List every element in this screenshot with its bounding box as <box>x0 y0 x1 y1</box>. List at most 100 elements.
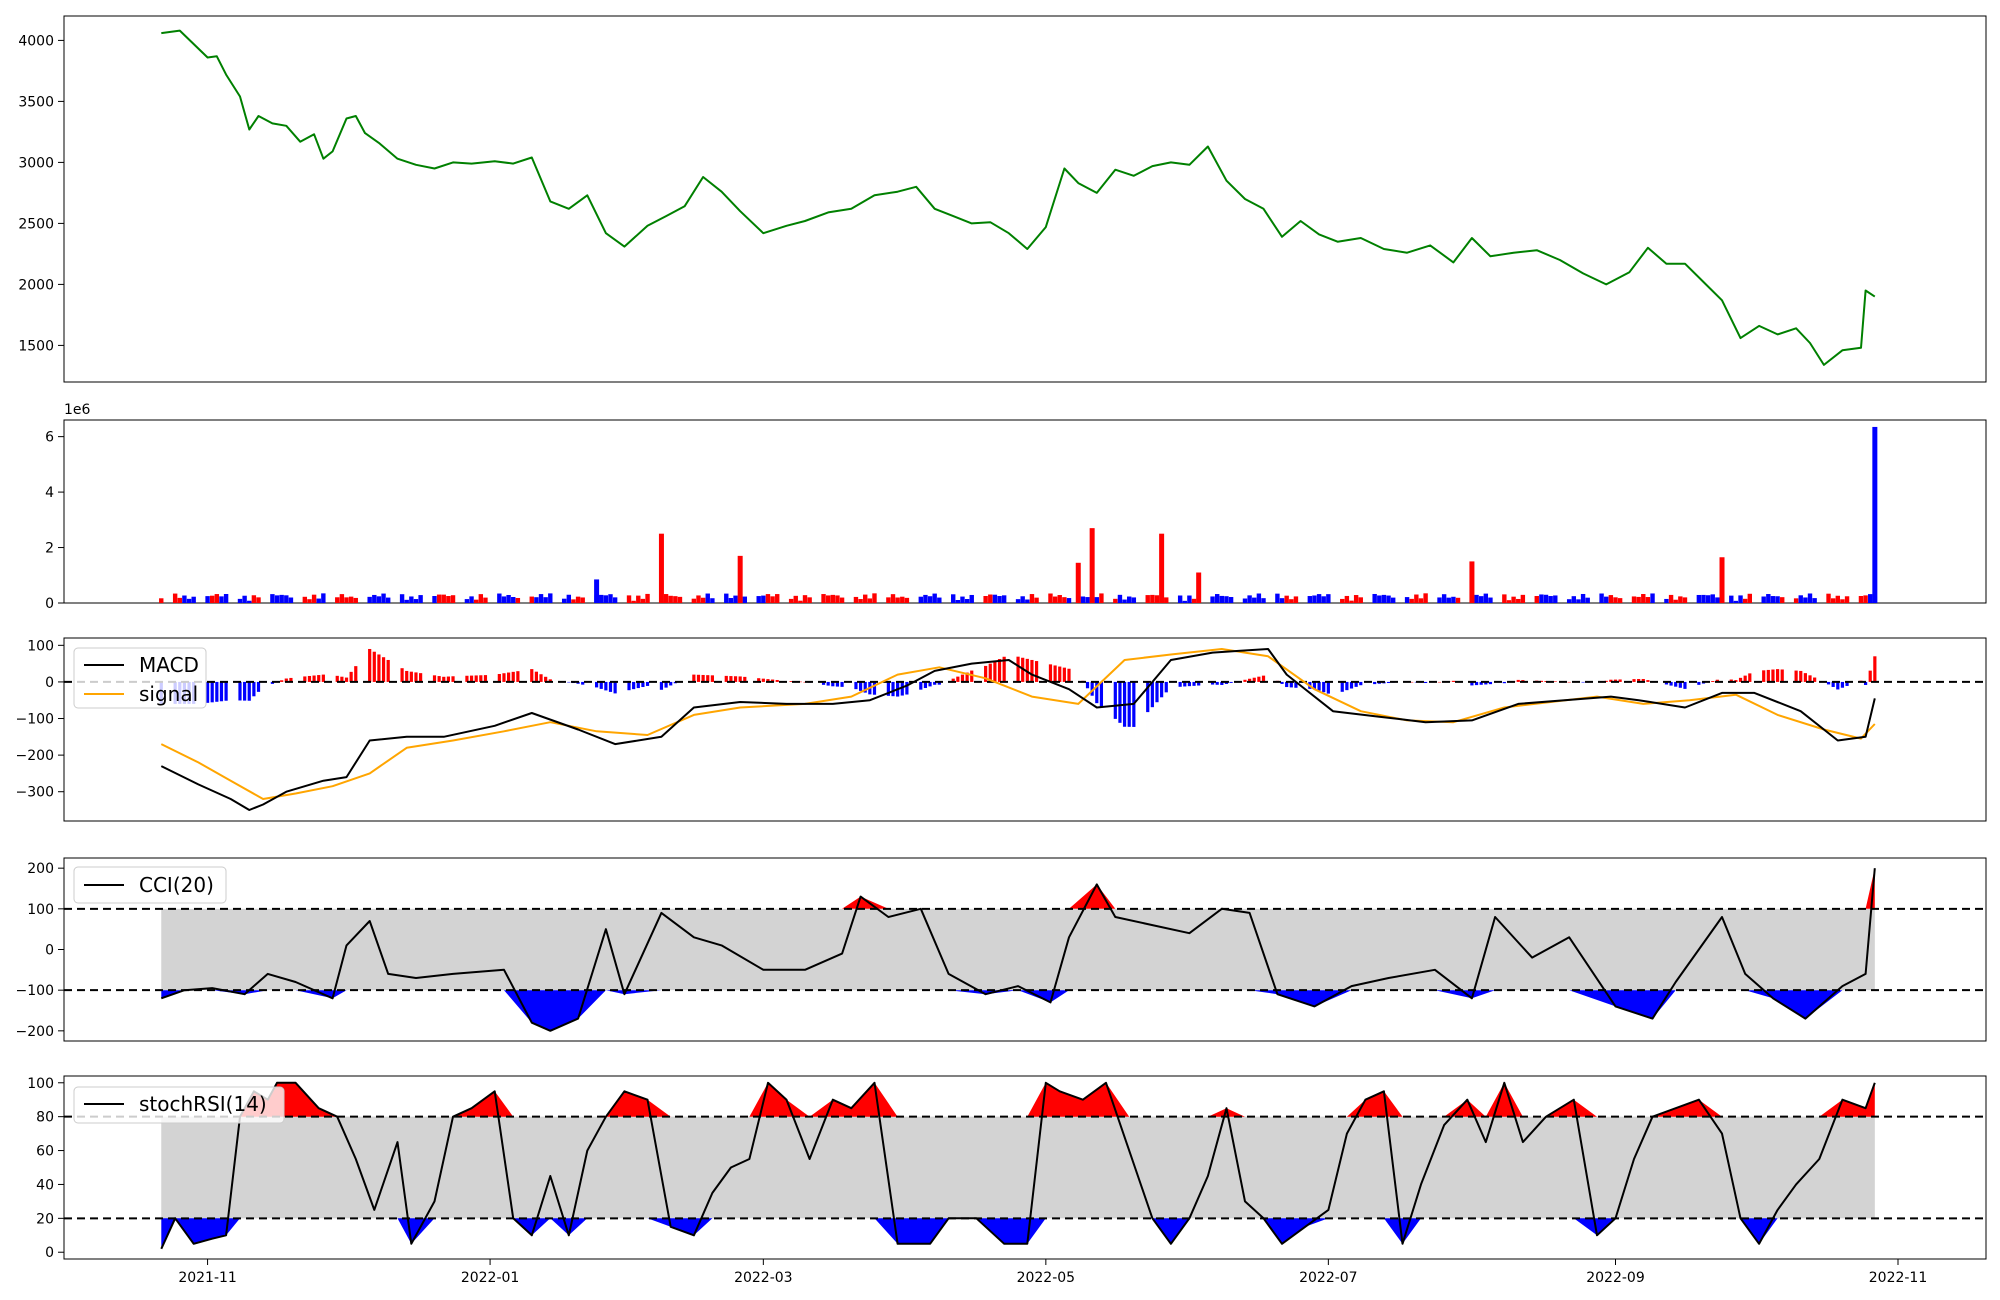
volume-bar <box>1247 595 1252 603</box>
volume-spike-bar <box>737 555 743 603</box>
macd-histogram <box>64 648 1986 727</box>
volume-bar <box>1696 594 1702 603</box>
volume-bar <box>1099 593 1104 603</box>
macd-hist-bar <box>1085 681 1090 689</box>
volume-bar <box>1483 593 1489 603</box>
macd-hist-bar <box>1863 681 1868 685</box>
volume-bar <box>381 593 386 603</box>
volume-bar <box>756 596 761 603</box>
price-tick-label-2: 2500 <box>18 216 54 232</box>
cci-oversold-fill <box>161 990 1875 1031</box>
macd-hist-bar <box>219 681 224 702</box>
macd-hist-bar <box>465 675 469 682</box>
x-tick-label-3: 2022-05 <box>1017 1270 1076 1286</box>
macd-hist-bar <box>1210 681 1215 685</box>
macd-hist-bar <box>595 681 599 688</box>
volume-bar <box>969 594 974 603</box>
stochrsi-tick-label-0: 100 <box>27 1076 54 1092</box>
volume-bar <box>798 600 803 603</box>
volume-bar <box>270 594 275 603</box>
stochrsi-tick-label-4: 20 <box>36 1211 54 1227</box>
volume-bar <box>529 596 534 603</box>
volume-bar <box>1381 594 1387 603</box>
volume-bar <box>839 597 845 603</box>
volume-bar <box>571 599 576 603</box>
macd-hist-bar <box>400 668 404 682</box>
volume-bar <box>1534 596 1539 603</box>
macd-hist-bar <box>1257 676 1261 682</box>
volume-bar <box>1780 597 1785 603</box>
macd-hist-bar <box>1252 677 1256 682</box>
volume-bar <box>835 595 840 603</box>
volume-bar <box>288 597 294 603</box>
volume-bar <box>807 597 812 603</box>
stochrsi-oversold-fill <box>161 1218 1875 1249</box>
volume-bar <box>1868 594 1873 603</box>
volume-bar <box>1506 600 1512 603</box>
volume-bar <box>376 596 382 603</box>
macd-hist-bar <box>1150 681 1154 708</box>
volume-bar <box>951 594 956 603</box>
macd-hist-bar <box>1502 681 1506 684</box>
macd-hist-bar <box>451 676 455 682</box>
volume-bar <box>1191 598 1197 603</box>
price-tick-label-3: 3000 <box>18 155 54 171</box>
volume-bar <box>1423 593 1428 603</box>
volume-bar <box>1224 596 1229 603</box>
macd-hist-bar <box>632 681 636 690</box>
volume-bar <box>1154 595 1160 603</box>
volume-bar <box>307 599 312 603</box>
volume-bar <box>1738 595 1743 603</box>
volume-bar <box>1840 599 1845 603</box>
volume-bar <box>1177 595 1183 603</box>
volume-bar <box>237 598 243 603</box>
volume-bar <box>733 595 738 603</box>
volume-bar <box>284 595 289 603</box>
macd-hist-bar <box>743 676 747 682</box>
volume-bar <box>900 596 905 603</box>
volume-bar <box>450 595 456 603</box>
macd-hist-bar <box>1354 681 1358 687</box>
macd-hist-bar <box>636 681 640 689</box>
volume-bar <box>793 595 798 603</box>
cci-legend-label: CCI(20) <box>139 873 214 897</box>
volume-bar <box>1113 598 1118 603</box>
macd-hist-bar <box>729 676 733 682</box>
x-tick-label-6: 2022-11 <box>1869 1270 1928 1286</box>
macd-hist-bar <box>1813 677 1817 682</box>
stochrsi-neutral-band <box>161 1116 1875 1219</box>
volume-spike-bar <box>1075 562 1081 603</box>
volume-bar <box>1604 596 1609 603</box>
macd-hist-bar <box>1766 669 1770 682</box>
volume-bar <box>1830 598 1836 603</box>
price-y-axis: 1500 2000 2500 3000 3500 4000 <box>18 33 64 354</box>
volume-bar <box>1182 600 1187 603</box>
volume-bar <box>788 598 794 603</box>
macd-hist-bar <box>1359 681 1363 686</box>
volume-bar <box>1062 597 1067 603</box>
volume-bar <box>1015 599 1021 603</box>
macd-line <box>160 648 1876 811</box>
volume-bar <box>418 595 423 603</box>
volume-bar <box>1553 595 1558 603</box>
volume-bar <box>1701 594 1706 603</box>
macd-hist-bar <box>1697 681 1701 685</box>
volume-bar <box>548 593 553 603</box>
volume-bar <box>1803 597 1808 603</box>
volume-bar <box>1321 596 1326 603</box>
volume-bar <box>1052 596 1058 603</box>
volume-bar <box>344 597 349 603</box>
price-tick-label-1: 2000 <box>18 277 54 293</box>
macd-hist-bar <box>1868 670 1872 682</box>
volume-bar <box>1729 595 1734 603</box>
volume-bar <box>1326 594 1331 603</box>
volume-bar <box>765 594 771 603</box>
volume-bar <box>247 600 252 603</box>
volume-spike-bar <box>658 533 664 603</box>
macd-hist-bar <box>1118 681 1122 723</box>
volume-bar <box>1446 597 1451 603</box>
cci-tick-label-0: 200 <box>27 861 54 877</box>
volume-bar <box>918 596 923 603</box>
cci-tick-label-4: −200 <box>16 1024 54 1040</box>
volume-bar <box>626 595 632 603</box>
